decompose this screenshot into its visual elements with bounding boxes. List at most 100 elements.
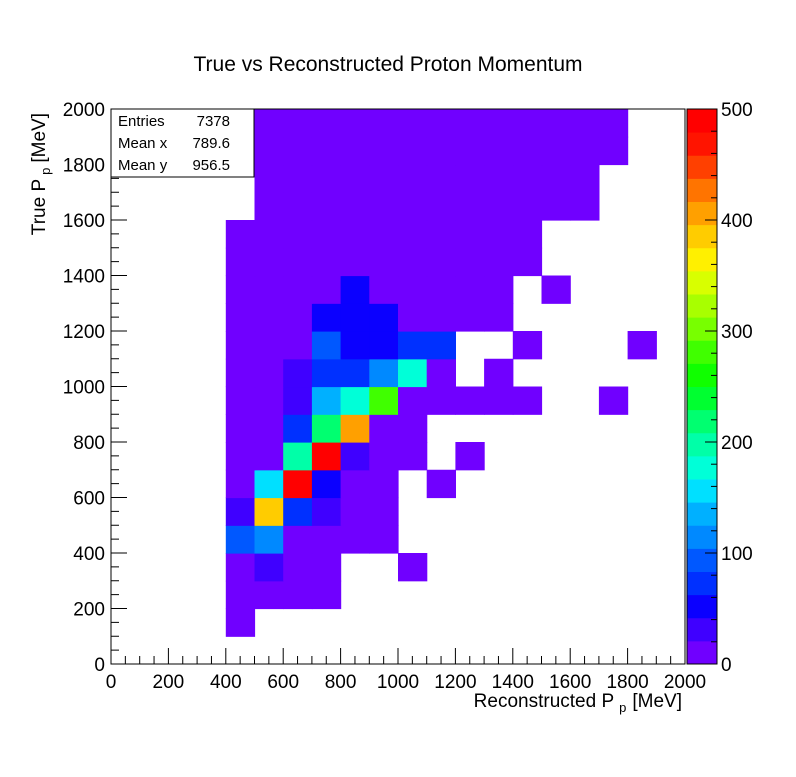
- color-scale-label: 0: [721, 655, 732, 676]
- x-axis-label-unit: [MeV]: [632, 691, 682, 712]
- color-scale-step: [687, 409, 717, 434]
- heatmap-bin: [455, 220, 485, 249]
- heatmap-bin: [283, 109, 313, 138]
- heatmap-bin: [369, 497, 399, 526]
- color-scale-step: [687, 363, 717, 387]
- stats-mean-x-value: 789.6: [192, 135, 230, 152]
- heatmap-bin: [455, 192, 485, 221]
- heatmap-bin: [340, 386, 370, 415]
- heatmap-bin: [225, 275, 256, 304]
- heatmap-bin: [254, 580, 284, 610]
- y-tick-label: 1800: [63, 156, 105, 177]
- color-scale-step: [687, 640, 717, 665]
- color-scale-step: [687, 386, 717, 411]
- heatmap-bin: [541, 164, 571, 193]
- color-scale-step: [687, 617, 717, 642]
- heatmap-bin: [283, 220, 313, 249]
- stats-entries-value: 7378: [197, 113, 230, 130]
- y-tick-label: 1400: [63, 267, 105, 288]
- heatmap-bin: [398, 358, 428, 388]
- heatmap-bin: [398, 192, 428, 221]
- heatmap-bin: [225, 608, 256, 637]
- heatmap-bin: [369, 220, 399, 249]
- heatmap-bin: [484, 303, 514, 332]
- heatmap-bin: [426, 220, 456, 249]
- heatmap-bin: [283, 192, 313, 221]
- heatmap-bin: [398, 164, 428, 193]
- heatmap-bin: [398, 442, 428, 471]
- heatmap-bin: [311, 580, 342, 610]
- color-scale-label: 500: [721, 100, 753, 121]
- color-scale-label: 300: [721, 322, 753, 343]
- heatmap-bin: [512, 220, 543, 249]
- stats-mean-y-label: Mean y: [118, 157, 168, 174]
- heatmap-bin: [369, 469, 399, 499]
- heatmap-bin: [254, 192, 284, 221]
- color-scale-step: [687, 155, 717, 179]
- color-scale-step: [687, 525, 717, 549]
- heatmap-bin: [598, 136, 629, 166]
- heatmap-bin: [426, 386, 456, 415]
- heatmap-bin: [512, 386, 543, 415]
- heatmap-bin: [570, 136, 600, 166]
- heatmap-bin: [340, 136, 370, 166]
- heatmap-bin: [398, 109, 428, 138]
- heatmap-bin: [340, 497, 370, 526]
- heatmap-bin: [311, 192, 342, 221]
- heatmap-bin: [455, 136, 485, 166]
- heatmap-bin: [254, 303, 284, 332]
- color-scale-frame: [686, 108, 718, 665]
- x-tick-label: 400: [210, 672, 242, 693]
- y-tick-label: 400: [73, 544, 105, 565]
- stats-mean-y-value: 956.5: [192, 157, 230, 174]
- y-tick-label: 1600: [63, 211, 105, 232]
- heatmap-bin: [311, 469, 342, 499]
- stats-box-frame: [110, 108, 255, 178]
- stats-entries-label: Entries: [118, 113, 165, 130]
- heatmap-bin: [426, 136, 456, 166]
- heatmap-bin: [484, 164, 514, 193]
- heatmap-bin: [541, 136, 571, 166]
- heatmap-bin: [311, 525, 342, 554]
- heatmap-bin: [311, 386, 342, 415]
- heatmap-bin: [311, 442, 342, 471]
- x-tick-label: 1400: [492, 672, 534, 693]
- x-tick-label: 2000: [664, 672, 706, 693]
- heatmap-bin: [484, 247, 514, 277]
- heatmap-bin: [340, 442, 370, 471]
- stats-box: Entries 7378 Mean x 789.6 Mean y 956.5: [110, 108, 255, 178]
- heatmap-bin: [369, 442, 399, 471]
- heatmap-bin: [398, 136, 428, 166]
- heatmap-bin: [311, 220, 342, 249]
- heatmap-bin: [283, 164, 313, 193]
- color-scale-step: [687, 571, 717, 596]
- heatmap-bin: [541, 192, 571, 221]
- x-axis-label: Reconstructed P p [MeV]: [474, 691, 682, 715]
- heatmap-bin: [340, 164, 370, 193]
- heatmap-bin: [283, 358, 313, 388]
- heatmap-bin: [484, 386, 514, 415]
- y-axis: 0 200 400 600 800 1000 1200 1400 1600 1800 2000: [63, 100, 127, 676]
- heatmap-bin: [340, 275, 370, 304]
- heatmap-bin: [311, 553, 342, 582]
- heatmap-bin: [225, 469, 256, 499]
- x-axis: 0 200 400 600 800 1000 1200 1400 1600 1800 2000: [106, 648, 706, 693]
- heatmap-bin: [225, 247, 256, 277]
- y-tick-label: 2000: [63, 100, 105, 121]
- color-scale-step: [687, 594, 717, 619]
- heatmap-bin: [225, 553, 256, 582]
- color-scale-step: [687, 201, 717, 226]
- heatmap-bin: [254, 386, 284, 415]
- heatmap-bin: [627, 331, 657, 360]
- heatmap-bin: [254, 164, 284, 193]
- color-scale-step: [687, 178, 717, 202]
- heatmap-bin: [254, 414, 284, 443]
- heatmap-bin: [369, 109, 399, 138]
- heatmap-bin: [225, 497, 256, 526]
- heatmap-bin: [598, 386, 629, 415]
- color-scale-label: 200: [721, 433, 753, 454]
- heatmap-bin: [369, 164, 399, 193]
- heatmap-bin: [311, 136, 342, 166]
- heatmap-bin: [426, 303, 456, 332]
